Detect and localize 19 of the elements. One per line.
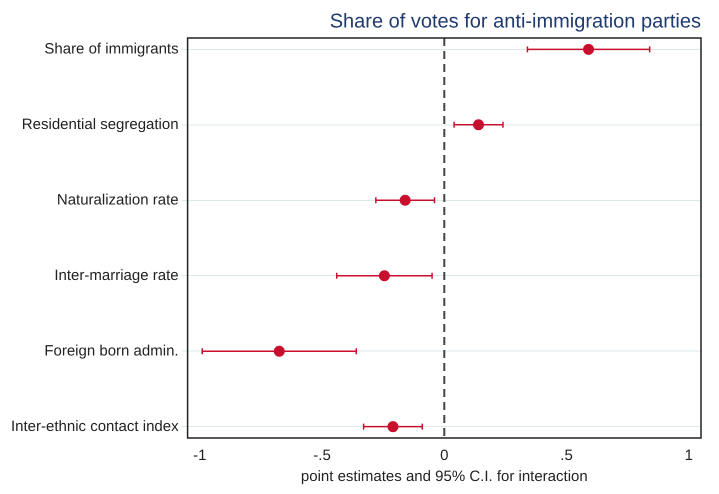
point	[583, 44, 594, 55]
point	[378, 270, 390, 282]
point	[274, 346, 285, 357]
y-tick-label: Inter-marriage rate	[54, 266, 179, 284]
point	[473, 119, 484, 130]
x-tick-label: 1	[684, 447, 693, 464]
point	[400, 194, 411, 206]
y-tick-label: Inter-ethnic contact index	[11, 418, 180, 435]
x-tick-label: .5	[560, 447, 573, 464]
chart-title: Share of votes for anti-immigration parties	[330, 10, 701, 33]
y-tick-label: Share of immigrants	[44, 40, 179, 58]
y-tick-label: Residential segregation	[22, 116, 179, 133]
y-tick-label: Foreign born admin.	[44, 342, 179, 360]
y-tick-label: Naturalization rate	[56, 191, 179, 208]
x-tick-label: -.5	[313, 447, 331, 464]
x-axis-title: point estimates and 95% C.I. for interaction	[300, 468, 588, 486]
x-tick-label: 0	[440, 447, 448, 464]
x-tick-label: -1	[193, 447, 206, 464]
point	[387, 421, 398, 432]
